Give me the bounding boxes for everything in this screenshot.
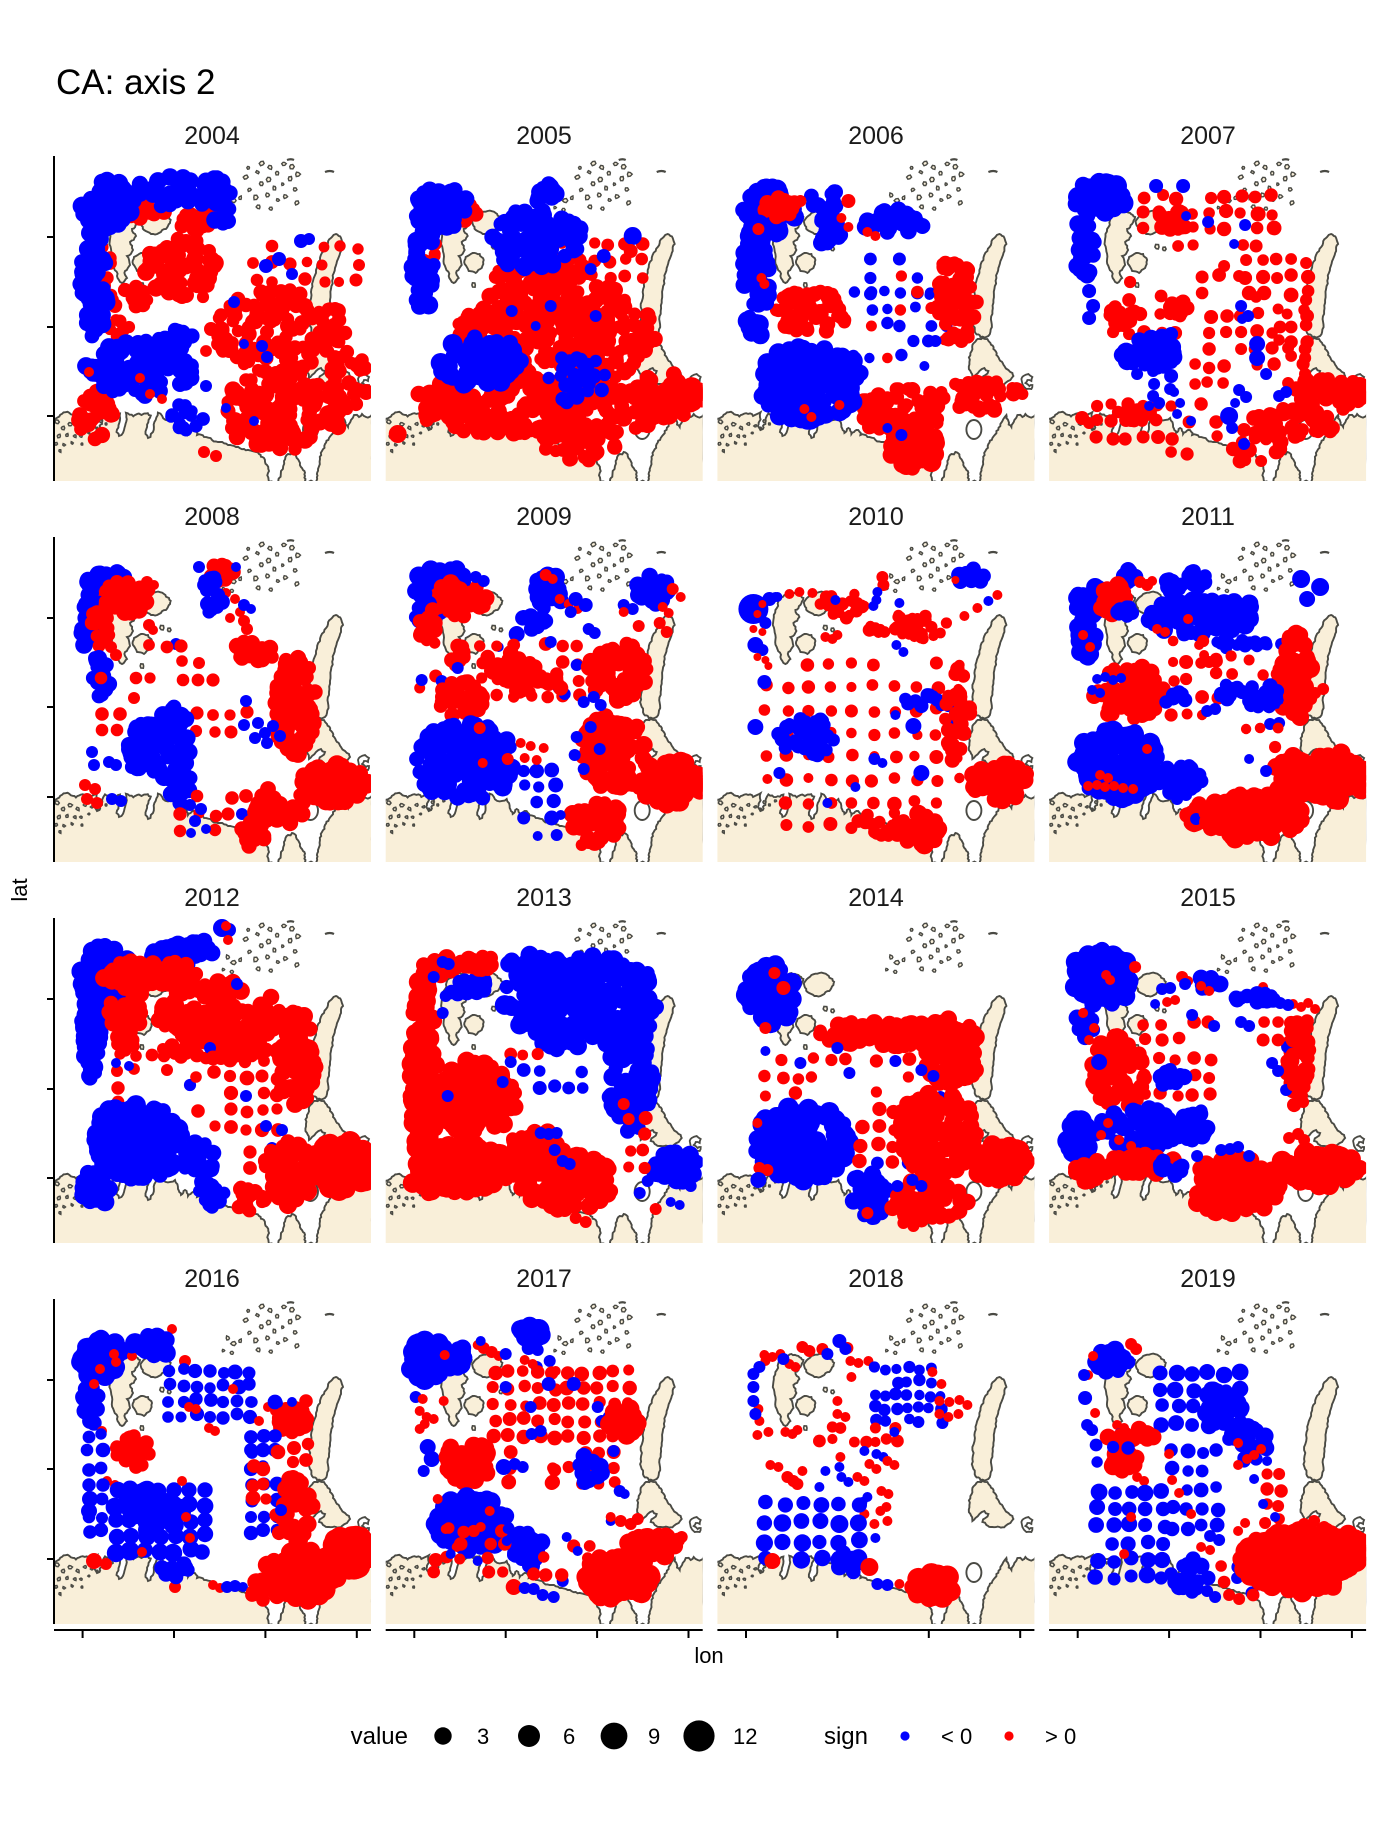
svg-text:2006: 2006 xyxy=(848,122,904,150)
svg-text:CA: axis 2: CA: axis 2 xyxy=(56,63,216,102)
svg-text:2004: 2004 xyxy=(184,122,240,150)
svg-text:2011: 2011 xyxy=(1181,503,1235,531)
svg-text:2007: 2007 xyxy=(1180,122,1236,150)
svg-text:2009: 2009 xyxy=(516,503,572,531)
svg-text:2005: 2005 xyxy=(516,122,572,150)
svg-text:2010: 2010 xyxy=(848,503,904,531)
svg-text:2008: 2008 xyxy=(184,503,240,531)
